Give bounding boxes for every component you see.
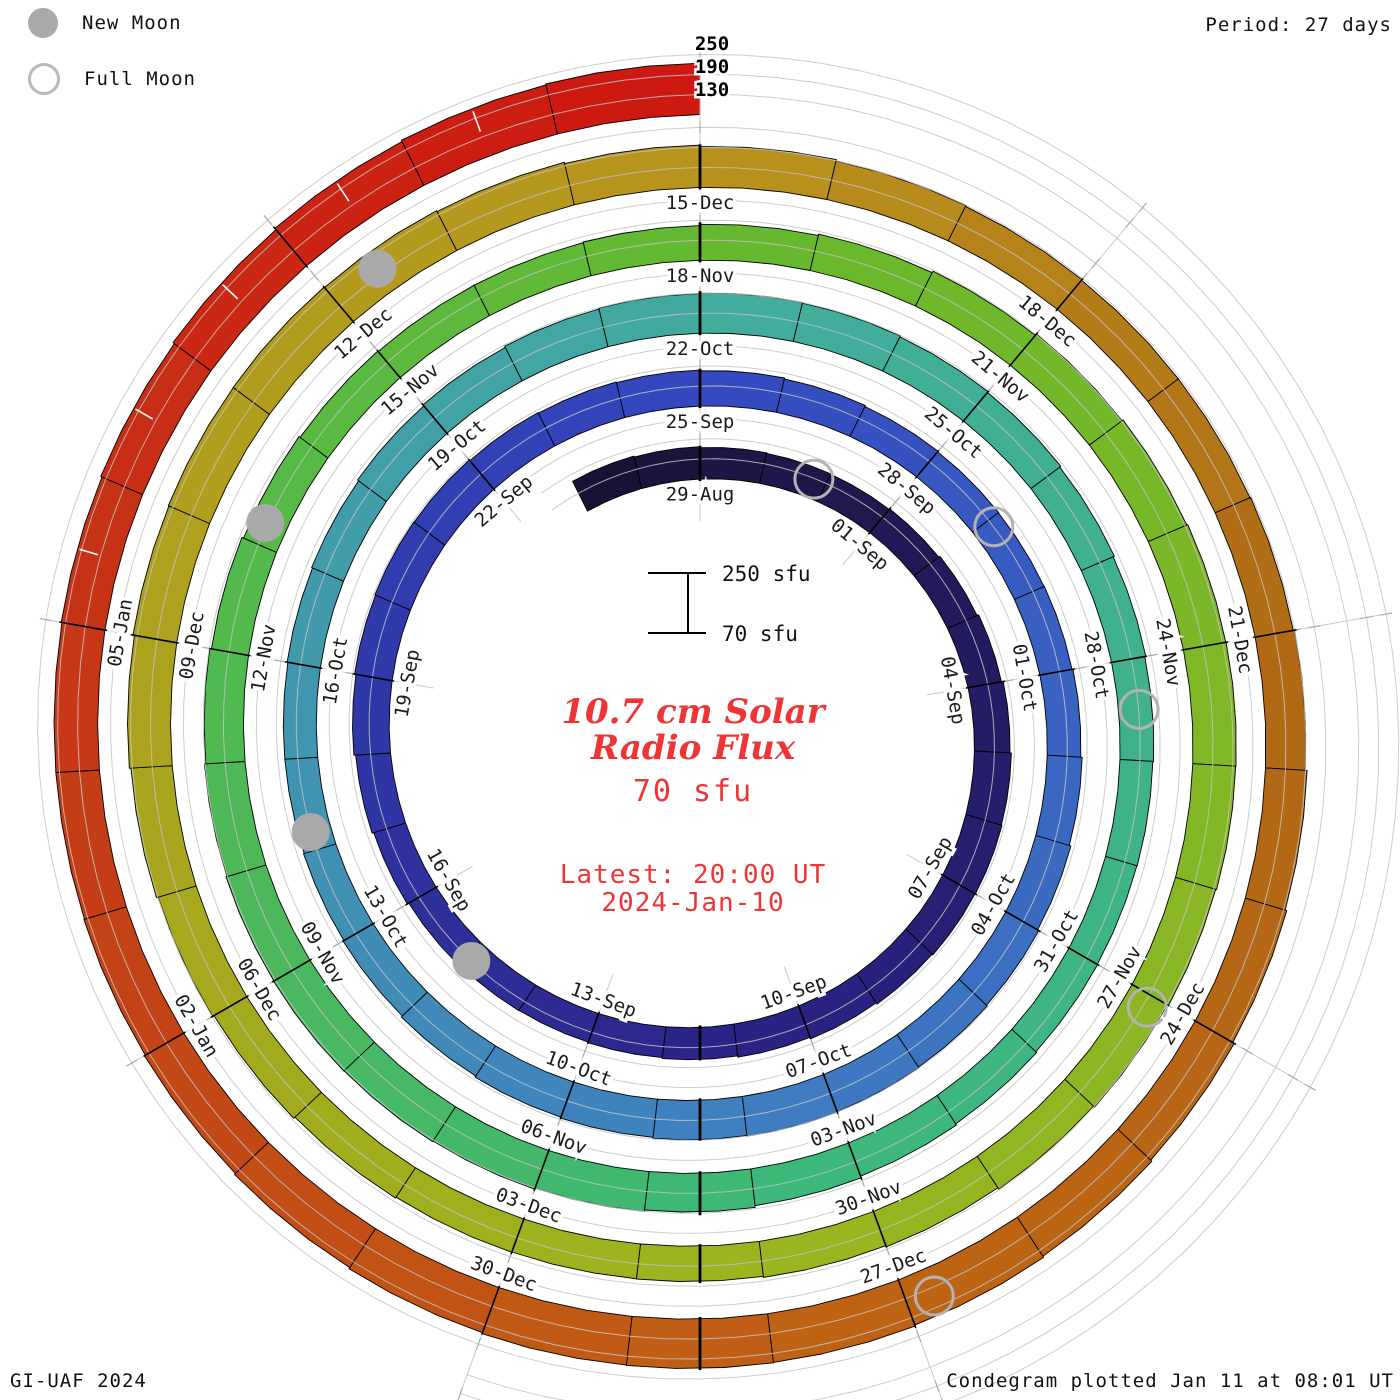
full-moon-marker: [1126, 986, 1168, 1028]
full-moon-label: Full Moon: [84, 68, 196, 90]
svg-text:250: 250: [695, 33, 729, 55]
chart-title-line2: Radio Flux: [590, 728, 796, 768]
new-moon-marker: [452, 941, 491, 980]
new-moon-marker: [291, 813, 330, 852]
legend-full-moon: Full Moon: [28, 62, 196, 96]
band-ticks: [59, 111, 1297, 1371]
date-label: 15-Dec: [666, 192, 735, 214]
full-moon-icon: [28, 63, 60, 95]
full-moon-marker: [973, 506, 1015, 548]
full-moon-marker: [793, 458, 835, 500]
scale-top-label: 250 sfu: [722, 562, 811, 586]
scale-bar: [648, 572, 706, 634]
flux-gridlines: [37, 53, 1400, 1400]
legend-new-moon: New Moon: [28, 6, 196, 40]
new-moon-icon: [28, 8, 58, 38]
flux-band: [53, 62, 1308, 1369]
moon-markers: [246, 249, 1168, 1317]
new-moon-label: New Moon: [82, 12, 182, 34]
moon-legend: New Moon Full Moon: [28, 6, 196, 118]
date-label: 29-Aug: [666, 484, 735, 506]
date-label: 18-Nov: [666, 265, 735, 287]
new-moon-marker: [358, 249, 397, 288]
latest-reading: Latest: 20:00 UT 2024-Jan-10: [423, 861, 963, 917]
latest-date: 2024-Jan-10: [601, 888, 785, 918]
full-moon-marker: [913, 1275, 955, 1317]
credit-label: GI-UAF 2024: [10, 1370, 147, 1392]
date-label: 25-Sep: [666, 411, 735, 433]
scale-bottom-label: 70 sfu: [722, 622, 798, 646]
baseline-value: 70 sfu: [632, 774, 754, 809]
full-moon-marker: [1118, 688, 1160, 730]
latest-time: Latest: 20:00 UT: [559, 860, 827, 890]
plotted-timestamp: Condegram plotted Jan 11 at 08:01 UT: [946, 1370, 1394, 1392]
chart-title: 10.7 cm Solar Radio Flux: [423, 694, 963, 766]
chart-title-line1: 10.7 cm Solar: [561, 692, 825, 732]
svg-text:130: 130: [695, 79, 729, 101]
svg-text:190: 190: [695, 56, 729, 78]
new-moon-marker: [246, 503, 285, 542]
date-label: 22-Oct: [666, 338, 735, 360]
period-label: Period: 27 days: [1205, 14, 1392, 36]
scale-bar-labels: 250 sfu 70 sfu: [722, 562, 811, 646]
center-text-block: 10.7 cm Solar Radio Flux 70 sfu Latest: …: [423, 694, 963, 917]
